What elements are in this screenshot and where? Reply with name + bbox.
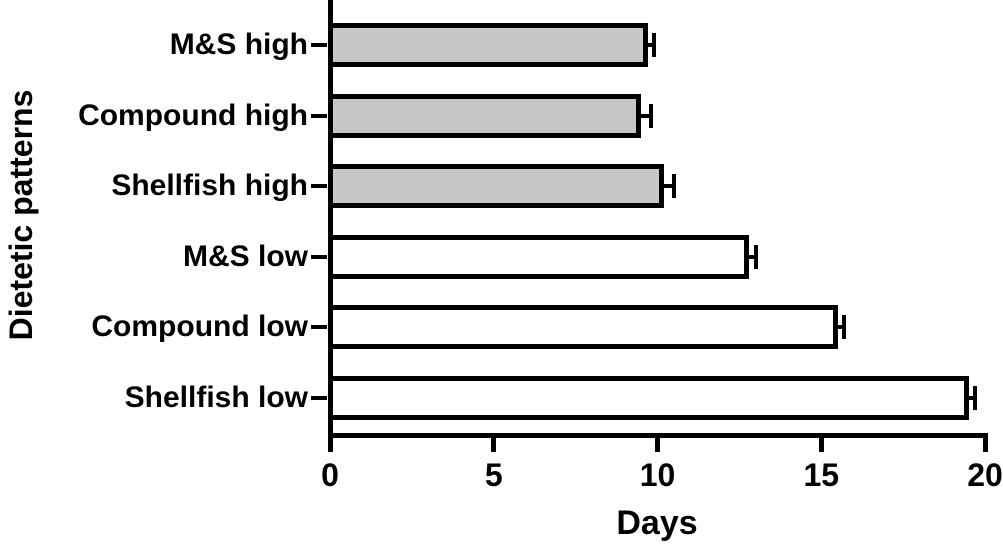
category-tick-m-s-low [311,254,327,259]
category-label-compound-low: Compound low [91,310,308,343]
bar-compound-high [327,93,642,138]
x-tick-label-15: 15 [803,457,840,493]
x-tick-label-20: 20 [967,457,1003,493]
error-bar-line-compound-low [835,325,847,329]
bar-m-s-low [327,234,750,279]
x-tick-label-10: 10 [639,457,676,493]
error-bar-cap-shellfish-high [671,174,676,198]
error-bar-line-compound-high [639,113,653,118]
error-bar-cap-compound-low [842,315,847,339]
x-tick-mark-20 [982,438,988,452]
category-tick-compound-low [311,325,327,329]
error-bar-cap-shellfish-low [973,385,978,410]
x-tick-label-5: 5 [484,457,503,493]
bar-compound-low [327,305,838,349]
category-tick-m-s-high [311,43,327,47]
error-bar-line-shellfish-high [662,184,676,188]
category-label-shellfish-low: Shellfish low [124,380,308,414]
x-axis-title: Days [616,504,698,542]
category-label-compound-high: Compound high [78,98,308,132]
x-tick-mark-0 [327,438,333,452]
error-bar-line-m-s-low [747,254,758,259]
bar-shellfish-high [327,164,665,208]
x-axis-line [327,433,988,438]
error-bar-cap-m-s-low [753,244,758,269]
category-tick-shellfish-high [311,184,327,188]
error-bar-line-m-s-high [645,43,657,47]
y-axis-line [327,0,333,438]
category-label-m-s-high: M&S high [169,28,308,61]
error-bar-cap-m-s-high [652,33,657,57]
x-tick-label-0: 0 [321,457,339,493]
category-tick-compound-high [311,113,327,118]
category-label-shellfish-high: Shellfish high [111,169,308,202]
error-bar-cap-compound-high [648,103,653,128]
x-tick-mark-10 [655,438,660,452]
bar-shellfish-low [327,375,969,420]
x-tick-mark-5 [491,438,497,452]
x-tick-mark-15 [818,438,824,452]
category-label-m-s-low: M&S low [183,239,308,273]
category-tick-shellfish-low [311,395,327,400]
bar-m-s-high [327,23,648,67]
error-bar-line-shellfish-low [966,395,978,400]
